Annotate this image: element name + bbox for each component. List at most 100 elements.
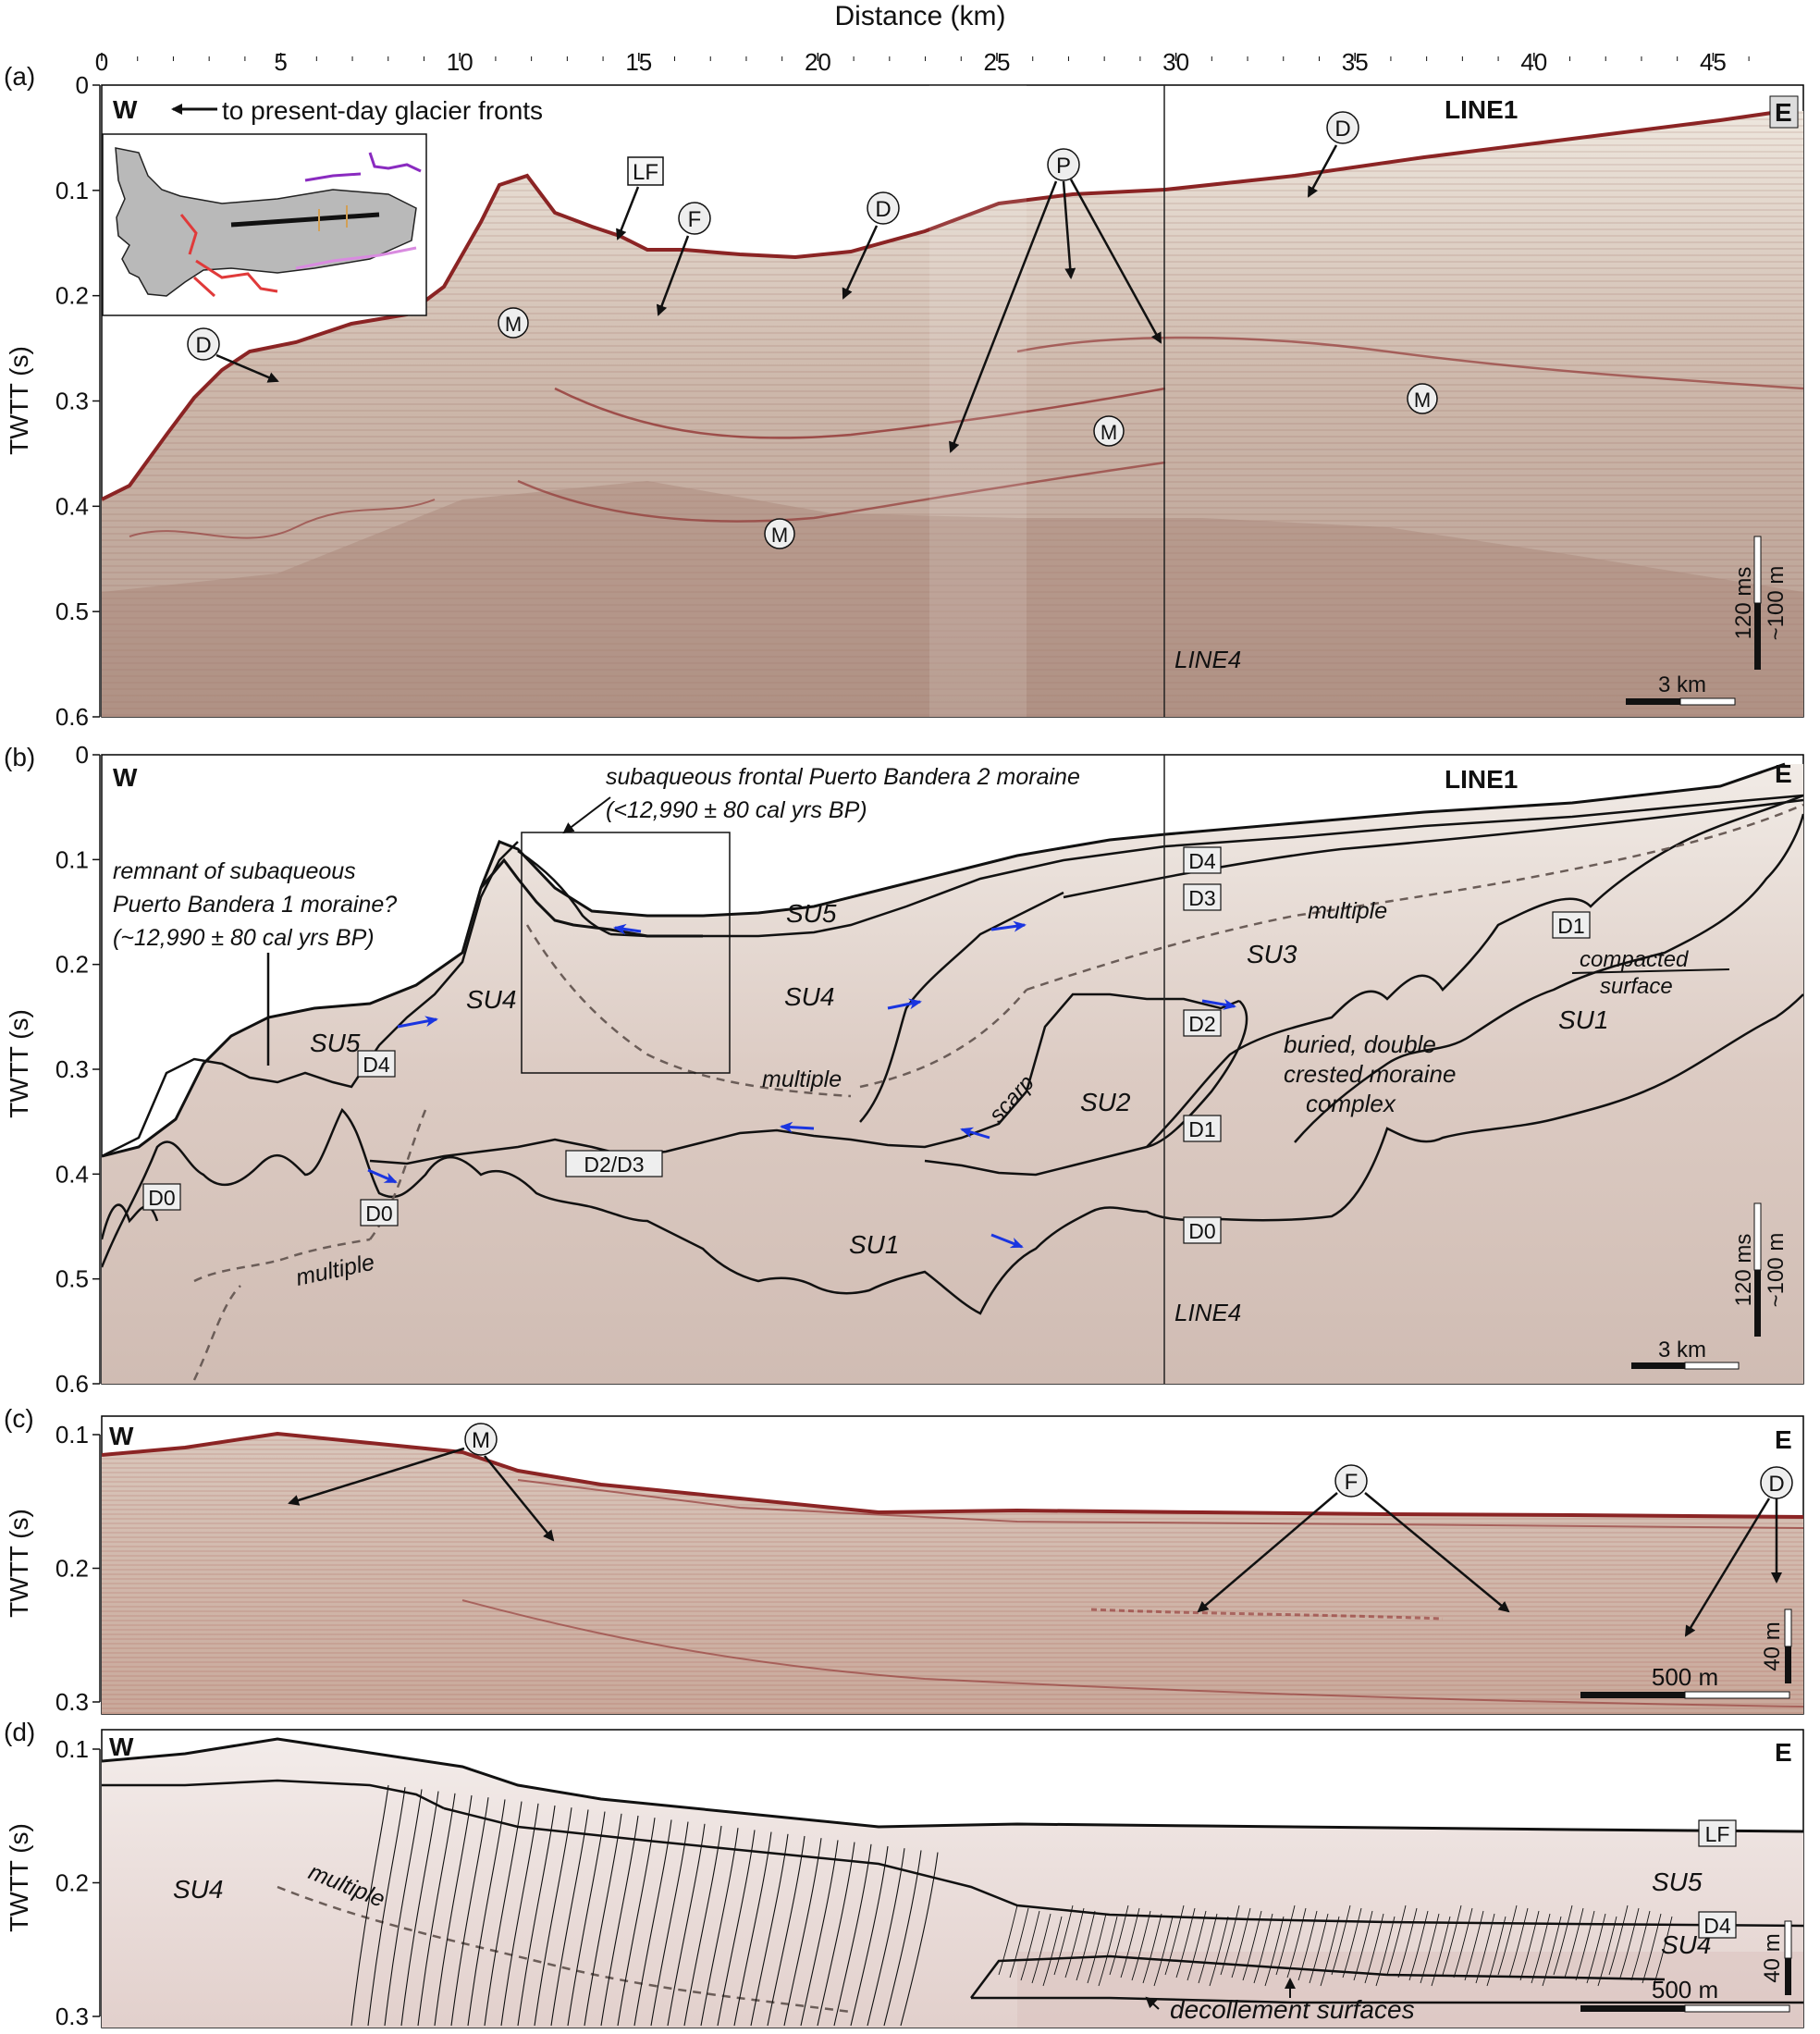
svg-text:D: D bbox=[1334, 117, 1350, 142]
y-tick-label: 0.5 bbox=[55, 598, 89, 625]
panel-d-west: W bbox=[109, 1732, 134, 1761]
label-su1-mid: SU1 bbox=[849, 1230, 899, 1259]
panel-d-horizontal-scale: 500 m bbox=[1580, 1976, 1790, 2013]
y-tick-label: 0.3 bbox=[55, 2003, 89, 2030]
y-tick-label: 0 bbox=[76, 71, 89, 99]
svg-text:D1: D1 bbox=[1557, 914, 1584, 938]
panel-b-east: E bbox=[1775, 759, 1792, 788]
svg-text:D0: D0 bbox=[148, 1186, 175, 1210]
panel-a-seismic bbox=[102, 85, 1803, 717]
label-su1-east: SU1 bbox=[1558, 1005, 1608, 1034]
panel-c-letter: (c) bbox=[4, 1404, 34, 1433]
label-su2: SU2 bbox=[1080, 1088, 1131, 1116]
inset-location-map bbox=[102, 133, 427, 316]
panel-c-label-d: D bbox=[1684, 1466, 1793, 1637]
svg-text:D2: D2 bbox=[1188, 1012, 1215, 1036]
panel-d-letter: (d) bbox=[4, 1718, 35, 1746]
label-multiple-east: multiple bbox=[1308, 898, 1387, 924]
panel-c: (c) 0.1 0.2 0.3 TWTT (s) W E M F D bbox=[4, 1404, 1804, 1716]
buried-moraine-line2: crested moraine bbox=[1284, 1060, 1456, 1088]
panel-c-label-m: M bbox=[288, 1423, 555, 1542]
y-tick-label: 0.2 bbox=[55, 1555, 89, 1583]
label-m-1: M bbox=[498, 307, 529, 339]
panel-d: (d) 0.10.20.3 TWTT (s) W E SU4 SU5 SU4 L… bbox=[4, 1718, 1804, 2030]
panel-c-horizontal-scale: 500 m bbox=[1580, 1663, 1790, 1699]
compacted-surface-line1: compacted bbox=[1580, 947, 1689, 972]
distance-tick-label: 15 bbox=[625, 48, 652, 76]
svg-text:P: P bbox=[1056, 154, 1071, 179]
buried-moraine-line1: buried, double bbox=[1284, 1030, 1436, 1058]
svg-text:F: F bbox=[1345, 1470, 1359, 1495]
surface-labels: D4 D3 D1 D2 D1 D0 D4 D2/D3 D0 D0 bbox=[142, 846, 1591, 1244]
svg-text:D0: D0 bbox=[365, 1202, 392, 1226]
panel-b-west: W bbox=[113, 763, 138, 792]
svg-text:M: M bbox=[1101, 421, 1117, 444]
panel-a-west: W bbox=[113, 95, 138, 124]
svg-text:~100 m: ~100 m bbox=[1764, 566, 1789, 641]
panel-b-line-label: LINE1 bbox=[1445, 765, 1518, 794]
panel-d-east: E bbox=[1775, 1738, 1792, 1767]
distance-tick-label: 30 bbox=[1162, 48, 1189, 76]
panel-b-y-title: TWTT (s) bbox=[5, 1009, 33, 1118]
y-tick-label: 0.4 bbox=[55, 1160, 89, 1188]
svg-text:LF: LF bbox=[633, 160, 658, 185]
y-tick-label: 0.6 bbox=[55, 1370, 89, 1398]
panel-d-y-title: TWTT (s) bbox=[5, 1823, 33, 1932]
svg-text:120 ms: 120 ms bbox=[1731, 567, 1756, 640]
svg-text:120 ms: 120 ms bbox=[1731, 1234, 1756, 1307]
svg-text:D: D bbox=[1768, 1472, 1784, 1497]
panel-c-y-title: TWTT (s) bbox=[5, 1509, 33, 1618]
panel-c-east: E bbox=[1775, 1425, 1792, 1454]
label-d-mid: D bbox=[842, 191, 900, 300]
y-tick-label: 0.3 bbox=[55, 1688, 89, 1716]
svg-text:3 km: 3 km bbox=[1658, 1338, 1706, 1362]
svg-text:M: M bbox=[771, 524, 788, 547]
svg-text:500 m: 500 m bbox=[1652, 1663, 1718, 1691]
distance-tick-label: 35 bbox=[1342, 48, 1369, 76]
panel-d-seismic bbox=[102, 1737, 1803, 2028]
label-su3: SU3 bbox=[1247, 940, 1297, 968]
label-lf: LF bbox=[616, 156, 664, 240]
svg-text:D2/D3: D2/D3 bbox=[584, 1153, 644, 1177]
distance-tick-label: 45 bbox=[1700, 48, 1727, 76]
distance-tick-label: 25 bbox=[984, 48, 1011, 76]
svg-text:F: F bbox=[688, 207, 702, 232]
y-tick-label: 0.2 bbox=[55, 1869, 89, 1897]
svg-text:D: D bbox=[195, 333, 211, 358]
compacted-surface-line2: surface bbox=[1600, 974, 1673, 999]
panel-a: (a) 0 0.1 0.2 0.3 0.4 0.5 0.6 TWTT (s) bbox=[4, 62, 1804, 731]
svg-text:3 km: 3 km bbox=[1658, 672, 1706, 697]
panel-d-vertical-scale: 40 m bbox=[1760, 1920, 1792, 1995]
svg-text:D0: D0 bbox=[1188, 1219, 1215, 1243]
panel-d-su5: SU5 bbox=[1652, 1868, 1703, 1896]
svg-text:D4: D4 bbox=[1188, 849, 1216, 873]
distance-tick-label: 10 bbox=[447, 48, 473, 76]
y-tick-label: 0.3 bbox=[55, 1055, 89, 1083]
panel-d-lf: LF bbox=[1705, 1822, 1730, 1846]
svg-text:M: M bbox=[505, 313, 522, 336]
panel-b-seismic bbox=[102, 762, 1803, 1384]
distance-axis-ticks: 0 5 10 15 20 25 30 35 40 45 bbox=[95, 48, 1750, 76]
panel-a-glacier-note: to present-day glacier fronts bbox=[222, 96, 543, 125]
panel-a-y-title: TWTT (s) bbox=[5, 346, 33, 455]
svg-text:M: M bbox=[1414, 388, 1431, 412]
svg-text:D3: D3 bbox=[1188, 886, 1215, 910]
blue-arrows bbox=[367, 920, 1236, 1249]
y-tick-label: 0.3 bbox=[55, 388, 89, 415]
svg-text:D4: D4 bbox=[363, 1053, 390, 1077]
panel-d-decollement: decollement surfaces bbox=[1170, 1995, 1415, 2024]
svg-text:M: M bbox=[472, 1428, 490, 1453]
panel-a-y-axis: 0 0.1 0.2 0.3 0.4 0.5 0.6 bbox=[55, 71, 101, 731]
panel-a-line4-label: LINE4 bbox=[1174, 646, 1241, 673]
label-m-4: M bbox=[764, 518, 795, 549]
y-tick-label: 0.1 bbox=[55, 1421, 89, 1448]
panel-b-y-axis: 0 0.1 0.2 0.3 0.4 0.5 0.6 bbox=[55, 741, 101, 1398]
panel-c-seismic bbox=[102, 1431, 1803, 1714]
distance-tick-label: 5 bbox=[274, 48, 287, 76]
panel-c-label-f: F bbox=[1197, 1464, 1510, 1613]
svg-text:500 m: 500 m bbox=[1652, 1976, 1718, 2003]
buried-moraine-line3: complex bbox=[1306, 1090, 1396, 1117]
panel-b-vertical-scale: 120 ms ~100 m bbox=[1731, 1202, 1789, 1337]
svg-text:40 m: 40 m bbox=[1760, 1933, 1785, 1982]
